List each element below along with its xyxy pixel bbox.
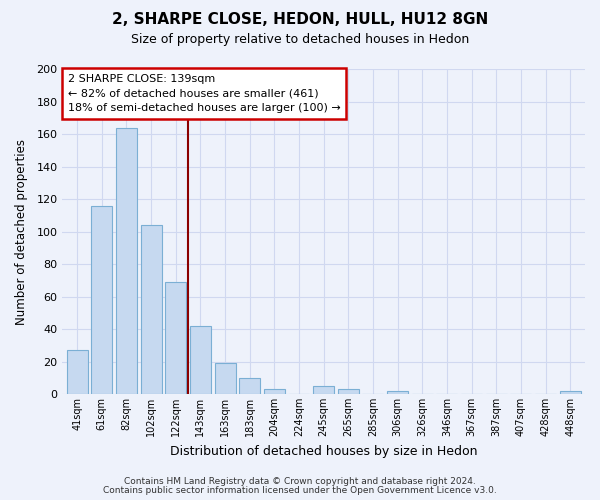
Bar <box>239 378 260 394</box>
Bar <box>215 363 236 394</box>
Text: 2 SHARPE CLOSE: 139sqm
← 82% of detached houses are smaller (461)
18% of semi-de: 2 SHARPE CLOSE: 139sqm ← 82% of detached… <box>68 74 340 114</box>
Text: Size of property relative to detached houses in Hedon: Size of property relative to detached ho… <box>131 32 469 46</box>
Bar <box>560 391 581 394</box>
Y-axis label: Number of detached properties: Number of detached properties <box>15 138 28 324</box>
Bar <box>140 225 161 394</box>
Bar <box>67 350 88 394</box>
Bar <box>387 391 408 394</box>
Bar <box>264 389 285 394</box>
Bar <box>313 386 334 394</box>
Text: Contains HM Land Registry data © Crown copyright and database right 2024.: Contains HM Land Registry data © Crown c… <box>124 477 476 486</box>
Bar <box>165 282 186 394</box>
Bar <box>190 326 211 394</box>
Bar <box>338 389 359 394</box>
Text: 2, SHARPE CLOSE, HEDON, HULL, HU12 8GN: 2, SHARPE CLOSE, HEDON, HULL, HU12 8GN <box>112 12 488 28</box>
Bar <box>91 206 112 394</box>
X-axis label: Distribution of detached houses by size in Hedon: Distribution of detached houses by size … <box>170 444 478 458</box>
Text: Contains public sector information licensed under the Open Government Licence v3: Contains public sector information licen… <box>103 486 497 495</box>
Bar <box>116 128 137 394</box>
